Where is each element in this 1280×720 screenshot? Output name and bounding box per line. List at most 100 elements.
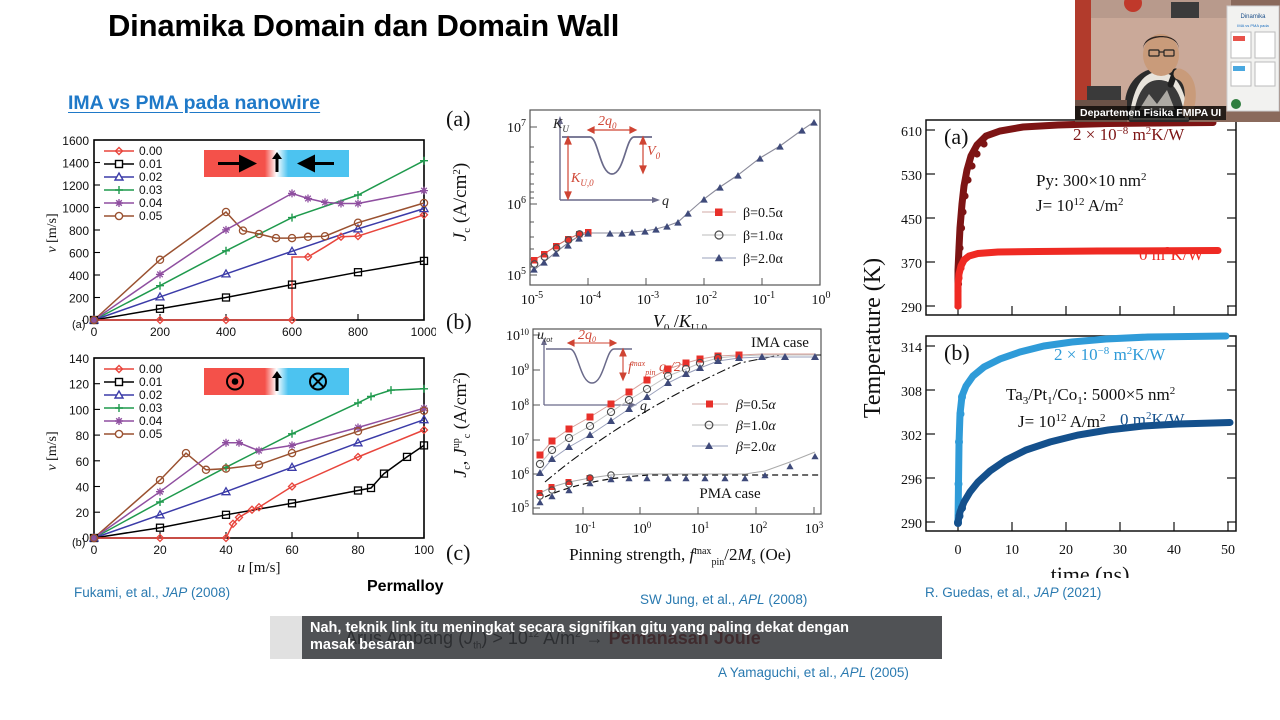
svg-text:106: 106 [507, 195, 526, 213]
svg-text:103: 103 [805, 520, 824, 537]
svg-text:60: 60 [285, 543, 299, 557]
svg-text:10-2: 10-2 [695, 290, 717, 308]
guedas-b-xlabel: time (ns) [1051, 562, 1130, 578]
citation-bottom: A Yamaguchi, et al., APL (2005) [718, 665, 909, 680]
svg-text:10-1: 10-1 [574, 520, 596, 537]
svg-text:302: 302 [901, 429, 922, 444]
svg-text:β=1.0α: β=1.0α [743, 229, 784, 244]
figure-fukami: 1600 1400 1200 1000 800 600 400 200 0 [36, 128, 436, 588]
jung-a-xlabel: V0 /KU,0 [653, 311, 708, 334]
guedas-b-current: J= 1012 A/m2 [1018, 412, 1106, 431]
webcam-thumbnail[interactable]: Dinamika IMA vs PMA pada Departemen Fi [1075, 0, 1280, 122]
svg-text:600: 600 [69, 247, 89, 261]
svg-text:V0: V0 [647, 144, 661, 161]
permalloy-label: Permalloy [367, 578, 444, 595]
svg-text:800: 800 [348, 325, 368, 339]
svg-text:q: q [640, 399, 647, 414]
svg-text:100: 100 [812, 290, 831, 308]
svg-text:β=2.0α: β=2.0α [735, 440, 776, 455]
svg-text:105: 105 [507, 266, 526, 284]
chart-fukami-a: 1600 1400 1200 1000 800 600 400 200 0 [45, 134, 436, 339]
svg-text:20: 20 [153, 543, 167, 557]
fukami-b-ylabel: v [m/s] [45, 431, 60, 470]
svg-text:296: 296 [901, 473, 922, 488]
svg-text:q: q [662, 194, 669, 209]
caption-dim-strip [270, 616, 302, 660]
jung-a-tag: (a) [446, 106, 470, 131]
webcam-video-frame: Dinamika IMA vs PMA pada [1075, 0, 1280, 122]
jung-a-inset: KU 2q0 V0 KU,0 q [552, 114, 669, 209]
guedas-a-top-annotation: 2 × 10−8 m2K/W [1073, 125, 1185, 144]
svg-text:IMA vs PMA pada: IMA vs PMA pada [1237, 23, 1269, 28]
legend-fukami-b: 0.000.01 0.020.03 0.040.05 [104, 362, 163, 441]
svg-text:0: 0 [82, 313, 89, 327]
jung-b-ima-label: IMA case [751, 335, 809, 351]
guedas-b-bottom-annotation: 0 m2K/W [1120, 410, 1185, 429]
live-caption-overlay: Nah, teknik link itu meningkat secara si… [270, 616, 942, 660]
figure-guedas: Temperature (K) 610 530 450 370 290 [858, 108, 1278, 578]
guedas-a-tag: (a) [944, 124, 968, 149]
svg-text:1400: 1400 [62, 157, 89, 171]
svg-text:0.00: 0.00 [139, 362, 163, 376]
svg-text:0.02: 0.02 [139, 170, 163, 184]
svg-text:102: 102 [749, 520, 768, 537]
svg-text:140: 140 [69, 352, 89, 366]
svg-text:10-4: 10-4 [579, 290, 601, 308]
svg-text:101: 101 [691, 520, 710, 537]
svg-text:108: 108 [511, 397, 530, 414]
svg-text:400: 400 [69, 269, 89, 283]
citation-left: Fukami, et al., JAP (2008) [74, 585, 231, 600]
jung-svg: (a) 107 106 105 [446, 106, 831, 568]
svg-text:120: 120 [69, 378, 89, 392]
jung-b-inset: utot 2q0 fmaxpin q0/2 q [537, 328, 681, 414]
svg-text:105: 105 [511, 499, 530, 516]
svg-text:450: 450 [901, 213, 922, 228]
svg-text:10-3: 10-3 [637, 290, 659, 308]
svg-text:10-5: 10-5 [521, 290, 543, 308]
guedas-a-bottom-annotation: 0 m2K/W [1139, 245, 1204, 264]
svg-text:0.05: 0.05 [139, 209, 163, 223]
jung-a-ylabel: Jc (A/cm2) [450, 163, 473, 241]
fukami-a-ylabel: v [m/s] [45, 213, 60, 252]
caption-line-2: masak besaran [310, 637, 415, 654]
jung-c-tag: (c) [446, 540, 470, 565]
chart-jung-a: (a) 107 106 105 [446, 106, 831, 334]
svg-text:0.04: 0.04 [139, 196, 163, 210]
svg-text:40: 40 [219, 543, 233, 557]
svg-text:β=2.0α: β=2.0α [743, 252, 784, 267]
svg-text:800: 800 [69, 224, 89, 238]
jung-b-pma-label: PMA case [699, 486, 761, 502]
guedas-a-material: Py: 300×10 nm2 [1036, 171, 1147, 190]
svg-text:10-1: 10-1 [753, 290, 775, 308]
svg-text:370: 370 [901, 257, 922, 272]
svg-text:10: 10 [1005, 543, 1019, 558]
svg-text:308: 308 [901, 385, 922, 400]
svg-text:50: 50 [1221, 543, 1235, 558]
guedas-b-material: Ta3/Pt1/Co1: 5000×5 nm2 [1006, 385, 1175, 407]
svg-text:80: 80 [351, 543, 365, 557]
svg-text:2q0: 2q0 [578, 328, 596, 344]
jung-b-xlabel: Pinning strength, fmaxpin/2Ms (Oe) [569, 545, 791, 568]
svg-text:1000: 1000 [62, 202, 89, 216]
svg-text:290: 290 [901, 517, 922, 532]
svg-text:100: 100 [69, 403, 89, 417]
jung-b-ylabel: Jc, Jupc (A/cm2) [450, 372, 473, 477]
svg-text:100: 100 [633, 520, 652, 537]
svg-text:β=0.5α: β=0.5α [735, 398, 776, 413]
citation-right: R. Guedas, et al., JAP (2021) [925, 585, 1102, 600]
svg-text:106: 106 [511, 466, 530, 483]
chart-jung-b: (b) 1010 109 108 107 106 105 [446, 309, 824, 568]
legend-jung-a: β=0.5α β=1.0α β=2.0α [702, 206, 784, 267]
svg-text:530: 530 [901, 169, 922, 184]
svg-text:290: 290 [901, 301, 922, 316]
svg-text:107: 107 [511, 432, 530, 449]
jung-b-tag: (b) [446, 309, 472, 334]
svg-text:0.03: 0.03 [139, 401, 163, 415]
svg-text:40: 40 [76, 481, 90, 495]
fukami-a-tag: (a) [72, 319, 85, 331]
svg-text:0: 0 [82, 531, 89, 545]
page-title: Dinamika Domain dan Domain Wall [108, 8, 620, 43]
svg-text:0: 0 [91, 543, 98, 557]
svg-text:109: 109 [511, 362, 530, 379]
